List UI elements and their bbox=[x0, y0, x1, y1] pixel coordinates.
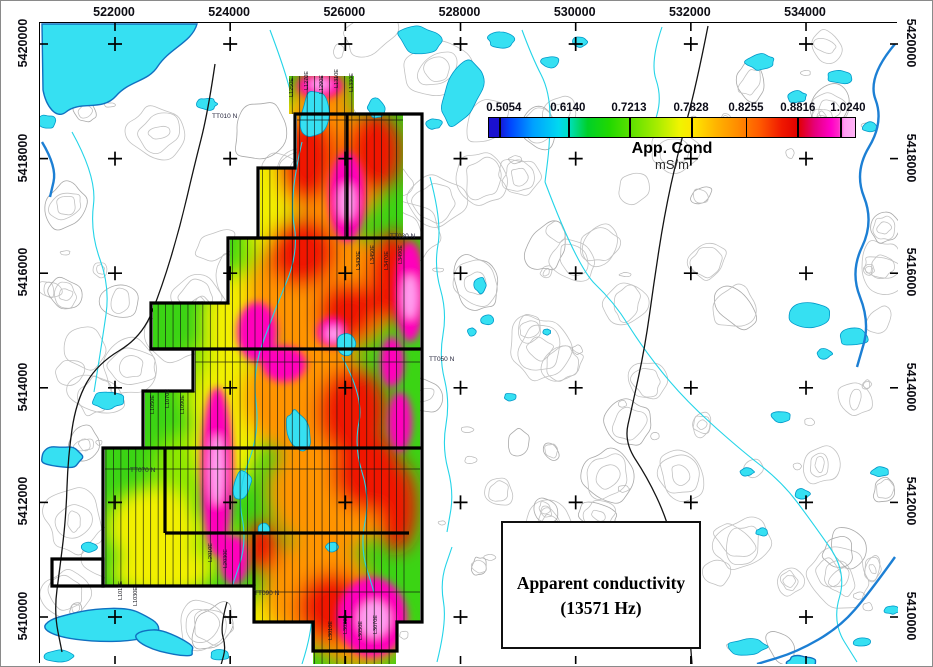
axis-tick-label: 532000 bbox=[668, 5, 711, 19]
legend-scale-labels: 0.5054 0.6140 0.7213 0.7828 0.8255 0.8816 1.02… bbox=[486, 102, 865, 117]
legend-value-label: 0.6140 bbox=[550, 102, 586, 114]
legend-value-label: 0.8816 bbox=[780, 102, 816, 114]
flight-line-label: L1270E bbox=[304, 71, 310, 90]
axis-tick-label: 5410000 bbox=[16, 591, 30, 641]
legend-colorbar bbox=[488, 117, 856, 138]
flight-line-label: L1090E bbox=[180, 395, 186, 414]
legend-units: mS/m bbox=[655, 157, 689, 172]
flight-line-label: L1290E bbox=[319, 75, 325, 94]
axis-tick-label: 526000 bbox=[323, 5, 366, 19]
axis-tick-label: 5412000 bbox=[904, 477, 918, 526]
axis-tick-label: 5416000 bbox=[16, 247, 30, 297]
tie-line-label: TT030 N bbox=[390, 233, 416, 240]
flight-line-label: L3030E bbox=[343, 615, 349, 634]
flight-line-label: L1070E bbox=[165, 389, 171, 408]
flight-line-label: L3430E bbox=[356, 251, 362, 270]
axis-tick-label: 5410000 bbox=[904, 591, 918, 641]
tie-line-label: TT010 N bbox=[212, 113, 238, 120]
legend-divider bbox=[691, 118, 693, 137]
legend-divider bbox=[629, 118, 631, 137]
legend-divider bbox=[797, 118, 799, 137]
flight-line-label: L1250E bbox=[289, 78, 295, 97]
tie-line-label: TT070 N bbox=[130, 467, 156, 474]
flight-line-label: L3470E bbox=[384, 251, 390, 270]
legend-value-label: 0.7828 bbox=[673, 102, 709, 114]
flight-line-label: L2010E bbox=[208, 543, 214, 562]
legend-divider bbox=[839, 118, 842, 137]
axis-tick-label: 5414000 bbox=[16, 362, 30, 412]
legend-value-label: 1.0240 bbox=[830, 102, 866, 114]
axis-tick-label: 530000 bbox=[553, 5, 596, 19]
axis-tick-label: 522000 bbox=[93, 5, 135, 19]
flight-line-label: L1330E bbox=[349, 73, 355, 92]
map-title-box: Apparent conductivity (13571 Hz) bbox=[501, 521, 701, 649]
legend-divider bbox=[568, 118, 571, 137]
axis-tick-label: 5420000 bbox=[904, 18, 918, 68]
legend-value-label: 0.8255 bbox=[728, 102, 764, 114]
flight-line-label: L1010E bbox=[118, 581, 124, 600]
axis-tick-label: 534000 bbox=[784, 5, 826, 19]
axis-tick-label: 5418000 bbox=[904, 133, 918, 182]
tie-line-label: TT090 N bbox=[254, 590, 280, 597]
tie-line-label: TT050 N bbox=[429, 356, 455, 363]
legend-value-label: 0.7213 bbox=[611, 102, 647, 114]
flight-line-label: L1050E bbox=[150, 395, 156, 414]
legend-divider bbox=[499, 118, 501, 137]
conductivity-legend: 0.5054 0.6140 0.7213 0.7828 0.8255 0.8816 1.02… bbox=[486, 102, 865, 172]
axis-tick-label: 5416000 bbox=[904, 247, 918, 297]
legend-title: App. Cond bbox=[631, 140, 713, 157]
legend-value-label: 0.5054 bbox=[486, 102, 522, 114]
flight-line-label: L3450E bbox=[370, 245, 376, 264]
legend-divider bbox=[745, 118, 748, 137]
map-title-line1: Apparent conductivity bbox=[516, 573, 686, 593]
flight-line-label: L3050E bbox=[358, 621, 364, 640]
flight-line-label: L3490E bbox=[398, 245, 404, 264]
flight-line-label: L3010E bbox=[328, 621, 334, 640]
axis-tick-label: 524000 bbox=[208, 5, 251, 19]
map-title-line2: (13571 Hz) bbox=[560, 598, 642, 618]
flight-line-label: L3070E bbox=[373, 615, 379, 634]
axis-tick-label: 5418000 bbox=[16, 133, 30, 182]
flight-line-label: L1030E bbox=[133, 587, 139, 606]
axis-tick-label: 5420000 bbox=[16, 18, 30, 68]
axis-tick-label: 5412000 bbox=[16, 477, 30, 526]
flight-line-label: L2030E bbox=[223, 549, 229, 568]
axis-tick-label: 5414000 bbox=[904, 362, 918, 412]
axis-tick-label: 528000 bbox=[438, 5, 481, 19]
flight-line-label: L1310E bbox=[334, 69, 340, 88]
